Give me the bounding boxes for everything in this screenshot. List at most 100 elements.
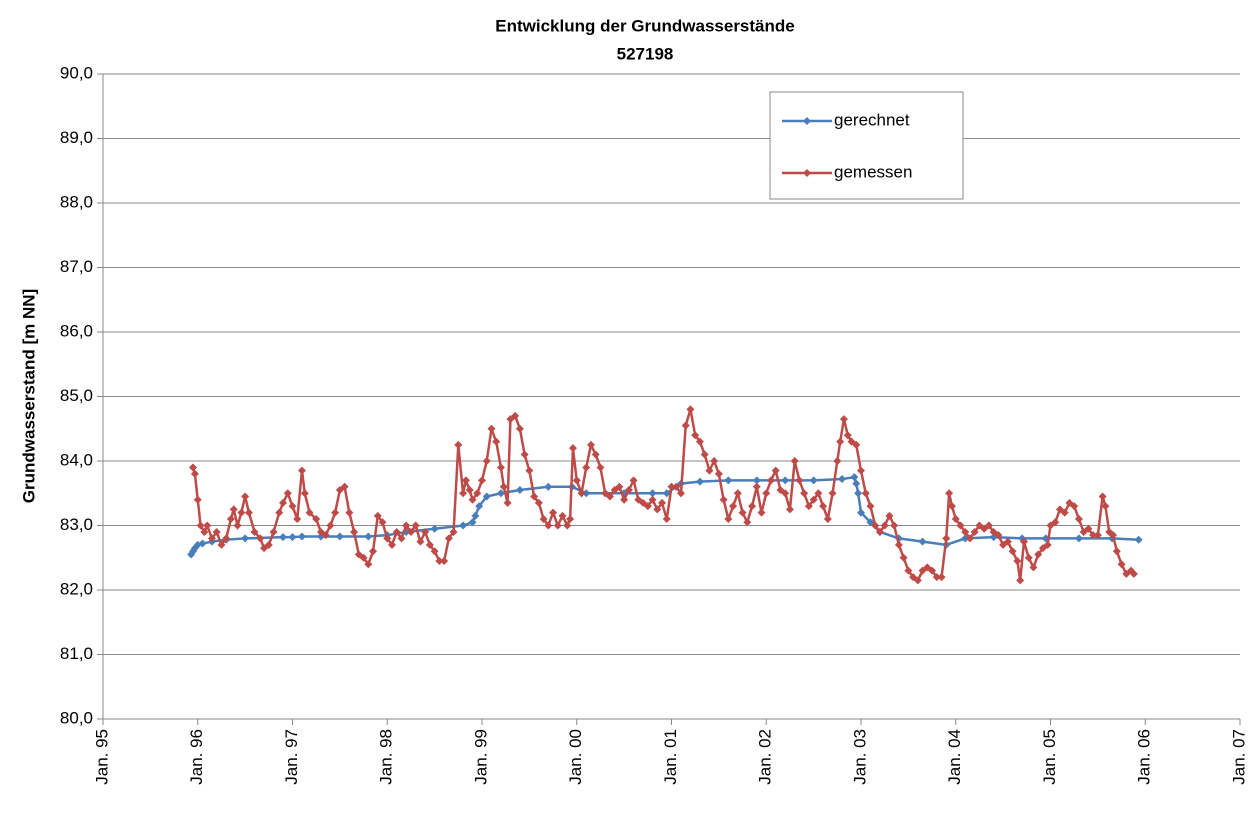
marker [1093,531,1102,540]
marker [241,534,250,543]
y-tick-label: 90,0 [60,63,93,82]
marker [520,450,529,459]
marker [1112,547,1121,556]
y-tick-label: 89,0 [60,128,93,147]
marker [1098,492,1107,501]
marker [648,489,657,498]
y-tick-label: 80,0 [60,708,93,727]
legend-label: gemessen [834,162,912,181]
legend-marker [803,117,811,125]
marker [411,521,420,530]
marker [1013,556,1022,565]
marker [237,508,246,517]
marker [582,463,591,472]
marker [305,508,314,517]
marker [256,534,265,543]
marker [369,547,378,556]
marker [700,450,709,459]
y-tick-label: 81,0 [60,644,93,663]
marker [885,511,894,520]
marker [496,463,505,472]
marker [478,476,486,485]
marker [733,489,742,498]
marker [572,476,581,485]
marker [525,466,534,475]
marker [710,457,719,465]
marker [1043,540,1052,549]
marker [534,498,543,507]
marker [577,489,586,498]
marker [676,489,685,498]
marker [1024,553,1033,562]
marker [326,521,335,530]
marker [1029,563,1038,572]
marker [383,534,392,543]
legend-box [769,91,964,200]
marker [1070,502,1079,511]
marker [397,534,406,543]
marker [406,527,415,536]
marker [724,515,733,524]
marker [226,515,235,524]
marker [331,508,340,517]
marker [430,547,439,556]
marker [549,508,558,517]
line [191,409,1135,583]
marker [468,518,477,527]
marker [695,477,704,486]
marker [297,466,306,475]
marker [241,492,250,501]
marker [544,482,553,491]
marker [503,498,512,507]
marker [250,527,259,536]
marker [947,502,956,511]
marker [454,440,463,449]
marker [364,532,373,541]
marker [839,415,848,424]
y-tick-label: 86,0 [60,321,93,340]
marker [544,521,553,530]
marker [643,502,652,511]
y-tick-label: 88,0 [60,192,93,211]
marker [473,489,482,498]
marker [378,518,387,527]
marker [475,502,484,511]
marker [217,540,226,549]
marker [1084,524,1093,533]
marker [596,463,605,472]
marker [724,476,733,485]
marker [568,444,577,453]
marker [212,527,221,536]
marker [1134,535,1143,544]
marker [719,495,728,504]
marker [800,489,809,498]
marker [809,495,818,504]
marker [471,511,480,520]
x-tick-label: Jan. 99 [471,729,490,785]
chart-subtitle: 527198 [617,44,674,63]
marker [190,469,199,478]
marker [771,466,780,475]
marker [961,527,970,536]
marker [714,469,723,478]
marker [566,515,575,524]
marker [932,573,941,582]
marker [300,489,309,498]
marker [482,457,491,465]
x-tick-label: Jan. 96 [187,729,206,785]
marker [207,534,216,543]
marker [440,556,449,565]
marker [335,532,344,541]
marker [345,508,354,517]
marker [809,476,818,485]
marker [487,424,496,433]
marker [275,508,284,517]
marker [1016,576,1025,585]
marker [586,440,595,449]
marker [970,527,979,536]
marker [875,527,884,536]
marker [648,495,657,504]
marker [662,515,671,524]
marker [899,553,908,562]
